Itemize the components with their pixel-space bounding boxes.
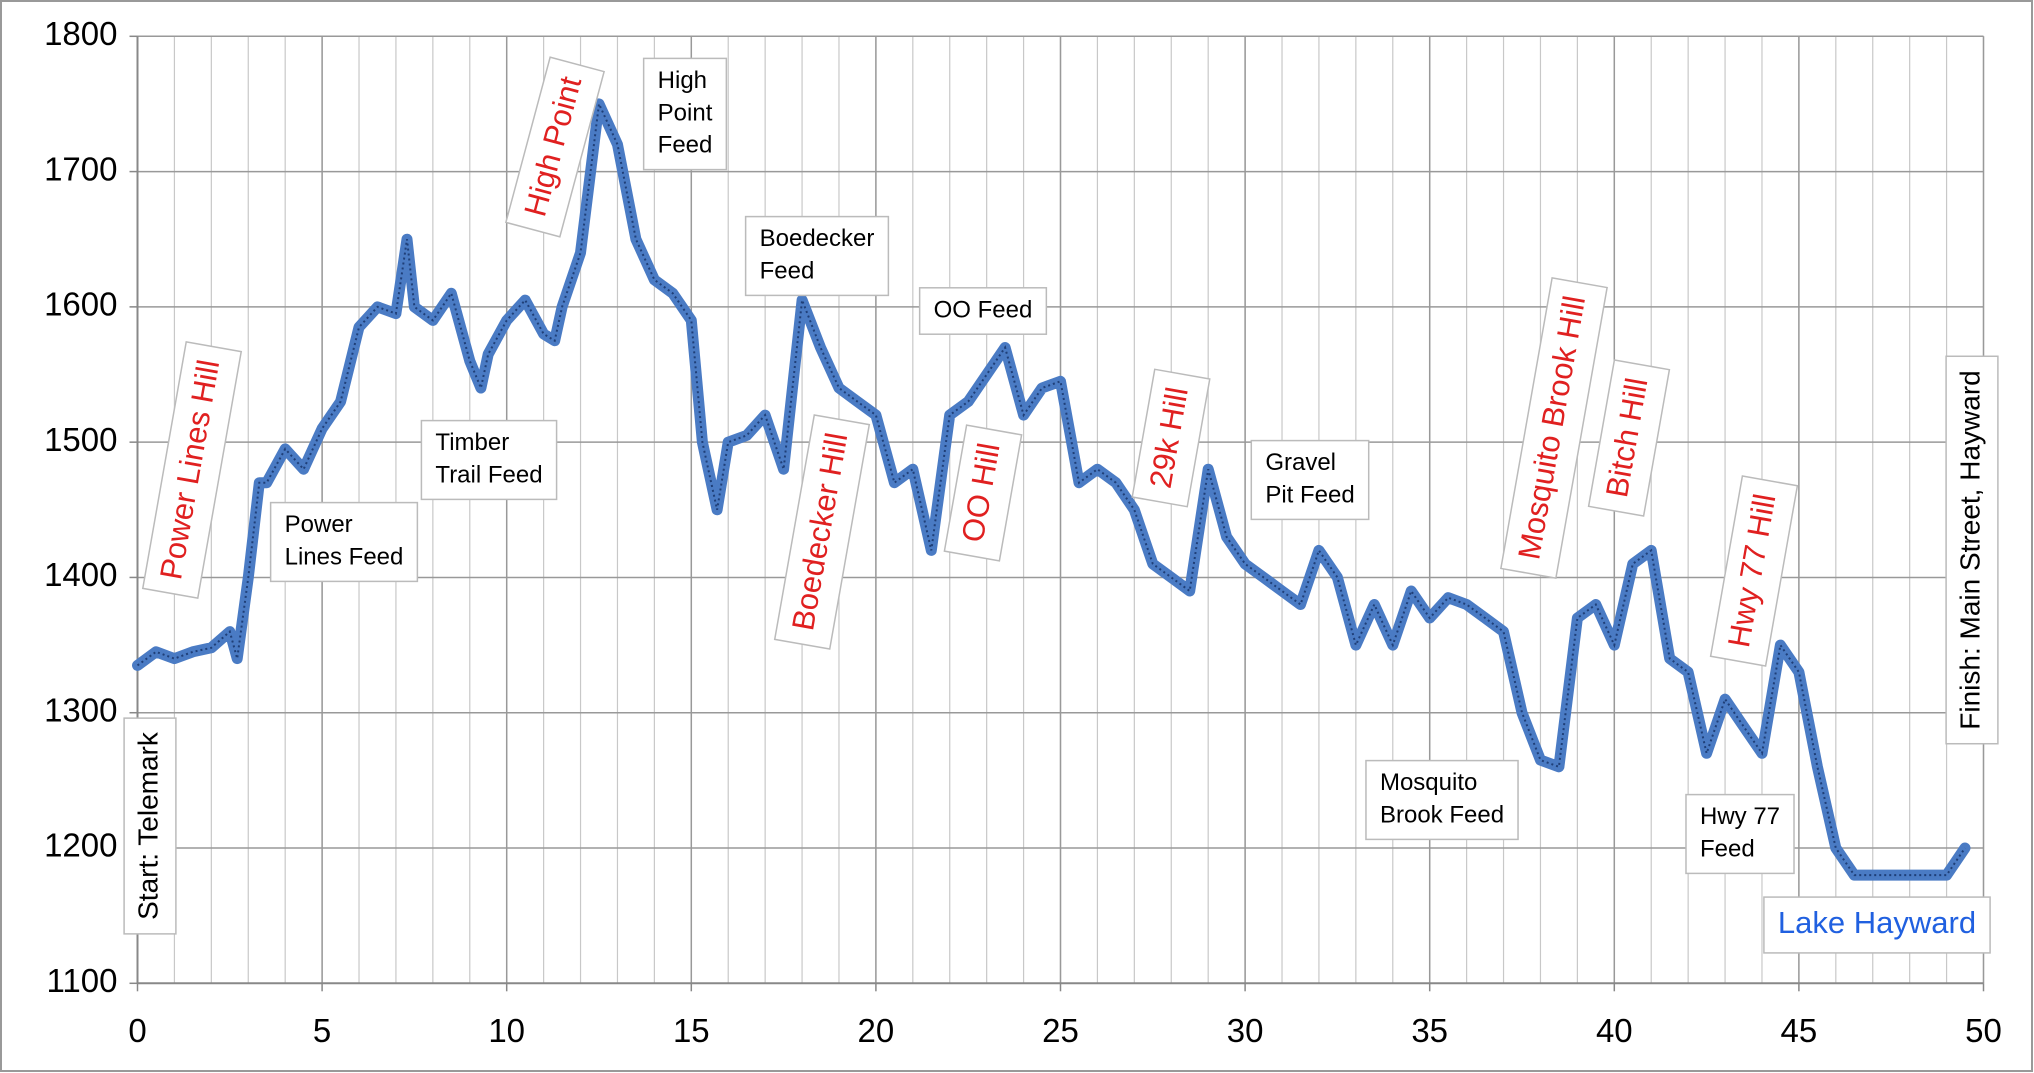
- annotation-box: [420, 419, 558, 501]
- x-tick-label: 25: [1042, 1012, 1079, 1049]
- x-tick-label: 50: [1965, 1012, 2002, 1049]
- x-tick-label: 20: [858, 1012, 895, 1049]
- annotation-text: Feed: [658, 132, 713, 159]
- annotation: Lake Hayward: [1763, 896, 1991, 954]
- annotation-box: [1131, 368, 1211, 508]
- annotation: Finish: Main Street, Hayward: [1945, 355, 1999, 745]
- annotation-box: [1685, 793, 1795, 875]
- annotation-box: [1945, 355, 1999, 745]
- annotation: Hwy 77 Feed: [1685, 793, 1795, 875]
- annotation-box: [918, 287, 1048, 335]
- annotation-text: Feed: [760, 258, 815, 285]
- annotation-text: Finish: Main Street, Hayward: [1954, 370, 1985, 729]
- annotation-text: Mosquito: [1380, 769, 1477, 796]
- annotation-text: Lake Hayward: [1778, 905, 1976, 940]
- annotation-text: Pit Feed: [1265, 482, 1354, 509]
- annotation: 29k Hill: [1131, 368, 1211, 508]
- y-tick-label: 1700: [44, 150, 117, 187]
- annotation: Start: Telemark: [123, 717, 177, 935]
- y-tick-label: 1100: [47, 962, 118, 999]
- x-tick-label: 0: [128, 1012, 146, 1049]
- x-tick-label: 10: [488, 1012, 525, 1049]
- annotation-text: OO Feed: [934, 296, 1033, 323]
- x-tick-label: 30: [1227, 1012, 1264, 1049]
- x-tick-label: 5: [313, 1012, 331, 1049]
- annotation-box: [642, 57, 728, 171]
- annotation-box: [1250, 439, 1370, 521]
- y-tick-label: 1400: [44, 556, 117, 593]
- annotation: High Point Feed: [642, 57, 728, 171]
- annotation-box: [504, 56, 606, 238]
- y-tick-label: 1600: [44, 286, 117, 323]
- annotation-box: [1763, 896, 1991, 954]
- annotation: Power Lines Feed: [269, 501, 419, 583]
- y-tick-label: 1200: [44, 827, 117, 864]
- y-tick-label: 1800: [44, 15, 117, 52]
- x-tick-label: 45: [1781, 1012, 1818, 1049]
- annotation-text: Point: [658, 99, 713, 126]
- annotation: Bitch Hill: [1587, 359, 1671, 517]
- annotation-text: Lines Feed: [285, 544, 404, 571]
- annotation-text: Hwy 77: [1700, 803, 1780, 830]
- annotation-box: [141, 341, 243, 599]
- annotation-text: Feed: [1700, 836, 1755, 863]
- annotation-text: Boedecker: [760, 225, 875, 252]
- annotation-text: Timber: [435, 429, 509, 456]
- annotation: OO Hill: [943, 424, 1023, 562]
- annotation-text: High: [658, 67, 707, 94]
- elevation-line-dots: [136, 100, 1966, 877]
- annotation: Timber Trail Feed: [420, 419, 558, 501]
- x-tick-label: 15: [673, 1012, 710, 1049]
- annotation-box: [1709, 475, 1799, 667]
- x-tick-label: 40: [1596, 1012, 1633, 1049]
- annotation-text: Trail Feed: [435, 462, 542, 489]
- annotation-box: [943, 424, 1023, 562]
- x-tick-label: 35: [1411, 1012, 1448, 1049]
- annotation: OO Feed: [918, 287, 1048, 335]
- annotation-text: Start: Telemark: [132, 731, 163, 920]
- annotation-text: Brook Feed: [1380, 802, 1504, 829]
- annotation-box: [269, 501, 419, 583]
- annotation-text: Power: [285, 511, 353, 538]
- annotation-box: [1500, 276, 1608, 580]
- annotation-box: [1587, 359, 1671, 517]
- annotation: Boedecker Feed: [744, 215, 890, 297]
- y-tick-label: 1500: [44, 421, 117, 458]
- y-tick-label: 1300: [44, 691, 117, 728]
- annotation-text: Gravel: [1265, 449, 1336, 476]
- annotation-box: [1365, 759, 1519, 841]
- annotation: Gravel Pit Feed: [1250, 439, 1370, 521]
- annotation-box: [773, 414, 871, 650]
- annotation-box: [123, 717, 177, 935]
- annotation-box: [744, 215, 890, 297]
- annotation: Mosquito Brook Feed: [1365, 759, 1519, 841]
